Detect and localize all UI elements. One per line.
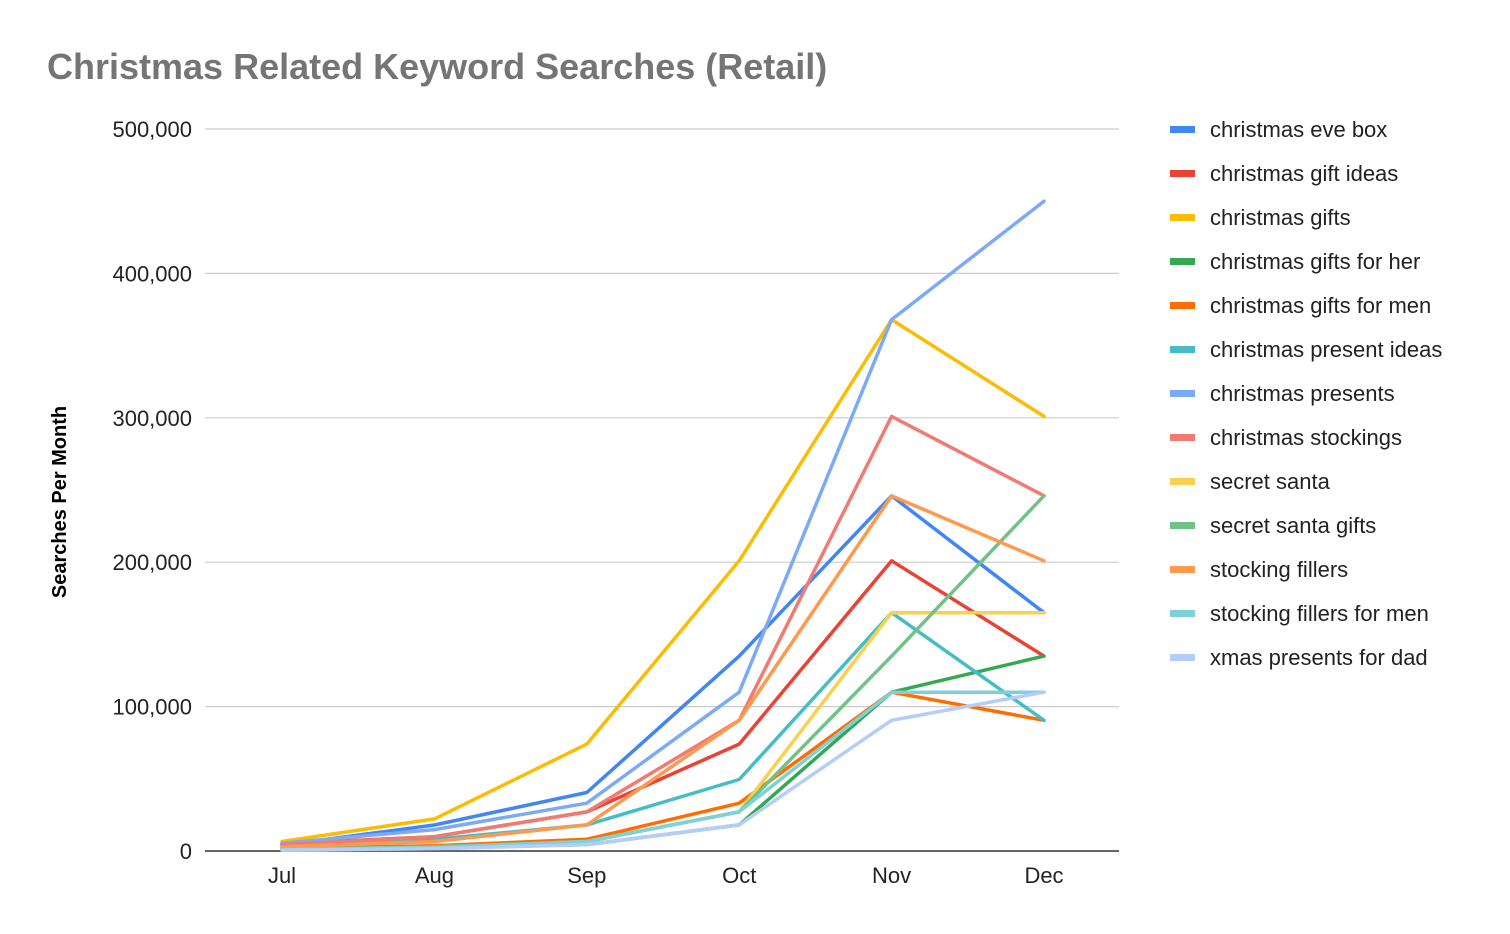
legend-label: christmas gifts for her (1210, 249, 1420, 274)
legend-item: christmas present ideas (1170, 337, 1442, 362)
y-tick-label: 500,000 (112, 117, 192, 142)
legend-item: christmas presents (1170, 381, 1395, 406)
x-tick-label: Dec (1024, 863, 1063, 888)
legend-label: christmas present ideas (1210, 337, 1442, 362)
legend-label: stocking fillers for men (1210, 601, 1429, 626)
legend-label: secret santa gifts (1210, 513, 1376, 538)
y-tick-label: 200,000 (112, 550, 192, 575)
legend-label: christmas stockings (1210, 425, 1402, 450)
series-lines (280, 199, 1046, 852)
legend-label: xmas presents for dad (1210, 645, 1428, 670)
legend-label: christmas gift ideas (1210, 161, 1398, 186)
x-tick-label: Nov (872, 863, 911, 888)
legend-item: christmas gifts for men (1170, 293, 1431, 318)
legend-swatch (1170, 610, 1195, 617)
y-tick-label: 400,000 (112, 261, 192, 286)
legend-item: christmas gifts (1170, 205, 1351, 230)
y-tick-label: 300,000 (112, 406, 192, 431)
x-tick-label: Sep (567, 863, 606, 888)
x-tick-label: Oct (722, 863, 756, 888)
legend-item: xmas presents for dad (1170, 645, 1428, 670)
legend-label: secret santa (1210, 469, 1331, 494)
legend-swatch (1170, 170, 1195, 177)
x-tick-label: Aug (415, 863, 454, 888)
legend-swatch (1170, 126, 1195, 133)
series-line-christmas-presents (280, 199, 1046, 845)
series-line-christmas-eve-box (280, 494, 1046, 847)
y-tick-label: 0 (180, 839, 192, 864)
legend-item: secret santa (1170, 469, 1331, 494)
legend-swatch (1170, 522, 1195, 529)
series-line-stocking-fillers (280, 494, 1046, 849)
legend-label: stocking fillers (1210, 557, 1348, 582)
legend-swatch (1170, 214, 1195, 221)
y-axis-tick-labels: 0 100,000 200,000 300,000 400,000 500,000 (112, 117, 192, 864)
x-tick-label: Jul (268, 863, 296, 888)
series-line-secret-santa (280, 610, 1046, 852)
legend-label: christmas eve box (1210, 117, 1387, 142)
chart-title: Christmas Related Keyword Searches (Reta… (47, 46, 827, 87)
legend-swatch (1170, 302, 1195, 309)
legend-swatch (1170, 434, 1195, 441)
legend-item: christmas eve box (1170, 117, 1387, 142)
legend-label: christmas gifts for men (1210, 293, 1431, 318)
series-line-christmas-stockings (280, 414, 1046, 847)
series-line-christmas-present-ideas (280, 610, 1046, 848)
legend-swatch (1170, 258, 1195, 265)
legend-label: christmas gifts (1210, 205, 1351, 230)
legend-label: christmas presents (1210, 381, 1395, 406)
legend: christmas eve box christmas gift ideas chr… (1170, 117, 1442, 670)
legend-item: christmas gifts for her (1170, 249, 1420, 274)
series-line-christmas-gifts (280, 317, 1046, 844)
legend-swatch (1170, 654, 1195, 661)
legend-item: stocking fillers (1170, 557, 1348, 582)
grid-lines (205, 128, 1119, 852)
legend-swatch (1170, 390, 1195, 397)
legend-item: christmas gift ideas (1170, 161, 1398, 186)
legend-swatch (1170, 346, 1195, 353)
legend-item: christmas stockings (1170, 425, 1402, 450)
legend-swatch (1170, 566, 1195, 573)
legend-item: stocking fillers for men (1170, 601, 1429, 626)
series-line-xmas-presents-for-dad (280, 690, 1046, 852)
legend-item: secret santa gifts (1170, 513, 1376, 538)
y-axis-label: Searches Per Month (49, 406, 71, 598)
legend-swatch (1170, 478, 1195, 485)
y-tick-label: 100,000 (112, 695, 192, 720)
x-axis-tick-labels: Jul Aug Sep Oct Nov Dec (268, 863, 1064, 888)
series-line-secret-santa-gifts (280, 494, 1046, 851)
